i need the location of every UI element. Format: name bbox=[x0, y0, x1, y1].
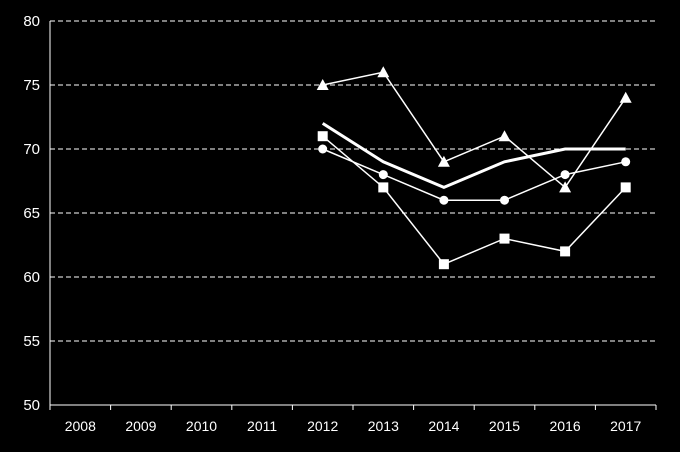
square-marker bbox=[499, 233, 510, 244]
y-tick-label-75: 75 bbox=[23, 77, 40, 94]
grid-lines bbox=[50, 20, 656, 342]
triangle-marker bbox=[498, 130, 511, 142]
y-tick-label-70: 70 bbox=[23, 141, 40, 158]
triangle-marker bbox=[316, 79, 329, 90]
square-marker bbox=[317, 131, 328, 142]
x-tick-label-2011: 2011 bbox=[247, 418, 277, 434]
series-line-2 bbox=[321, 122, 626, 190]
y-tick-label-60: 60 bbox=[23, 269, 40, 286]
x-tick-label-2017: 2017 bbox=[610, 418, 641, 434]
x-tick-label-2015: 2015 bbox=[489, 418, 520, 434]
y-tick-label-65: 65 bbox=[23, 205, 40, 222]
y-tick-labels: 50 55 60 65 70 75 80 bbox=[23, 13, 40, 414]
circle-marker bbox=[318, 144, 328, 154]
x-tick-labels: 2008 2009 2010 2011 2012 2013 2014 2015 2016 2017 bbox=[65, 418, 642, 434]
series-2 bbox=[321, 122, 626, 190]
triangle-marker bbox=[619, 91, 632, 103]
x-tick-label-2012: 2012 bbox=[307, 418, 338, 434]
series-group bbox=[316, 66, 632, 270]
circle-marker bbox=[560, 170, 570, 180]
x-tick-label-2009: 2009 bbox=[125, 418, 156, 434]
square-marker bbox=[560, 246, 571, 257]
square-marker bbox=[378, 182, 389, 193]
series-4 bbox=[317, 131, 631, 270]
triangle-marker bbox=[559, 181, 572, 193]
square-marker bbox=[620, 182, 631, 193]
series-line-1 bbox=[322, 71, 627, 189]
circle-marker bbox=[439, 195, 449, 205]
y-tick-label-80: 80 bbox=[23, 13, 40, 30]
series-3 bbox=[318, 144, 631, 205]
square-marker bbox=[438, 259, 449, 270]
y-tick-label-50: 50 bbox=[23, 397, 40, 414]
triangle-marker bbox=[437, 155, 450, 167]
x-tick-label-2014: 2014 bbox=[428, 418, 459, 434]
circle-marker bbox=[378, 170, 388, 180]
circle-marker bbox=[621, 157, 631, 167]
y-tick-label-55: 55 bbox=[23, 333, 40, 350]
x-tick-label-2010: 2010 bbox=[186, 418, 217, 434]
series-line-4 bbox=[322, 135, 627, 266]
circle-marker bbox=[500, 195, 509, 205]
series-line-3 bbox=[322, 148, 626, 201]
x-tick-label-2008: 2008 bbox=[65, 418, 96, 434]
axes bbox=[49, 21, 657, 410]
triangle-marker bbox=[377, 66, 390, 78]
x-tick-label-2016: 2016 bbox=[550, 418, 581, 434]
x-tick-label-2013: 2013 bbox=[368, 418, 399, 434]
